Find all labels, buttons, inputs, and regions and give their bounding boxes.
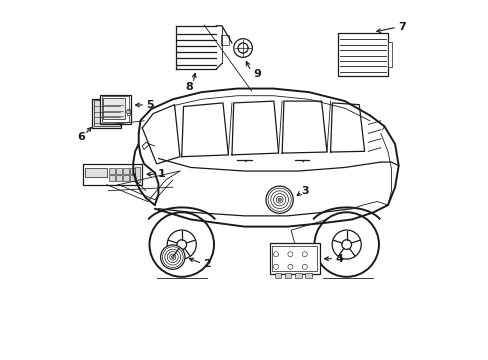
Bar	[123, 168, 129, 174]
Bar	[221, 35, 228, 45]
Text: 4: 4	[335, 254, 343, 264]
Bar	[285, 273, 291, 278]
Circle shape	[276, 196, 283, 203]
Bar	[109, 168, 115, 174]
Text: 3: 3	[301, 186, 308, 196]
Bar	[85, 168, 106, 177]
Circle shape	[177, 240, 186, 249]
Circle shape	[287, 264, 292, 269]
Circle shape	[160, 245, 184, 269]
Circle shape	[171, 256, 174, 258]
Bar	[123, 175, 129, 181]
Bar	[135, 167, 140, 182]
Circle shape	[233, 39, 252, 57]
Bar	[274, 273, 281, 278]
Circle shape	[287, 252, 292, 257]
Text: 8: 8	[185, 82, 193, 92]
Bar	[387, 41, 391, 67]
Circle shape	[149, 212, 214, 277]
Circle shape	[331, 230, 361, 259]
Bar	[126, 109, 130, 115]
Bar	[116, 168, 122, 174]
Circle shape	[126, 110, 130, 114]
Bar	[94, 100, 120, 126]
Circle shape	[273, 264, 278, 269]
Circle shape	[267, 188, 291, 211]
Bar	[269, 243, 319, 274]
Text: 7: 7	[398, 22, 406, 32]
Bar	[130, 175, 136, 181]
Bar	[92, 99, 121, 128]
Polygon shape	[142, 142, 149, 149]
Circle shape	[302, 252, 306, 257]
Circle shape	[273, 252, 278, 257]
Bar	[109, 175, 115, 181]
Text: 2: 2	[203, 259, 211, 269]
Bar	[272, 246, 316, 271]
Text: 9: 9	[253, 69, 261, 79]
Circle shape	[167, 230, 196, 259]
Bar	[116, 175, 122, 181]
Circle shape	[169, 254, 176, 260]
Circle shape	[270, 191, 288, 208]
Circle shape	[164, 249, 181, 265]
Circle shape	[238, 43, 248, 53]
Bar	[305, 273, 311, 278]
Circle shape	[302, 264, 306, 269]
Bar	[102, 96, 129, 122]
Circle shape	[167, 252, 178, 262]
Circle shape	[314, 212, 378, 277]
Bar	[130, 168, 136, 174]
Bar	[83, 164, 142, 185]
Bar	[294, 273, 301, 278]
Bar	[103, 98, 124, 119]
Circle shape	[341, 240, 351, 249]
Bar	[337, 33, 387, 76]
Circle shape	[278, 198, 281, 201]
Circle shape	[265, 186, 293, 213]
Text: 1: 1	[158, 169, 165, 179]
Bar	[100, 95, 131, 124]
Circle shape	[273, 194, 285, 206]
Circle shape	[162, 247, 183, 267]
Text: 6: 6	[77, 132, 85, 141]
Text: 5: 5	[146, 100, 154, 110]
